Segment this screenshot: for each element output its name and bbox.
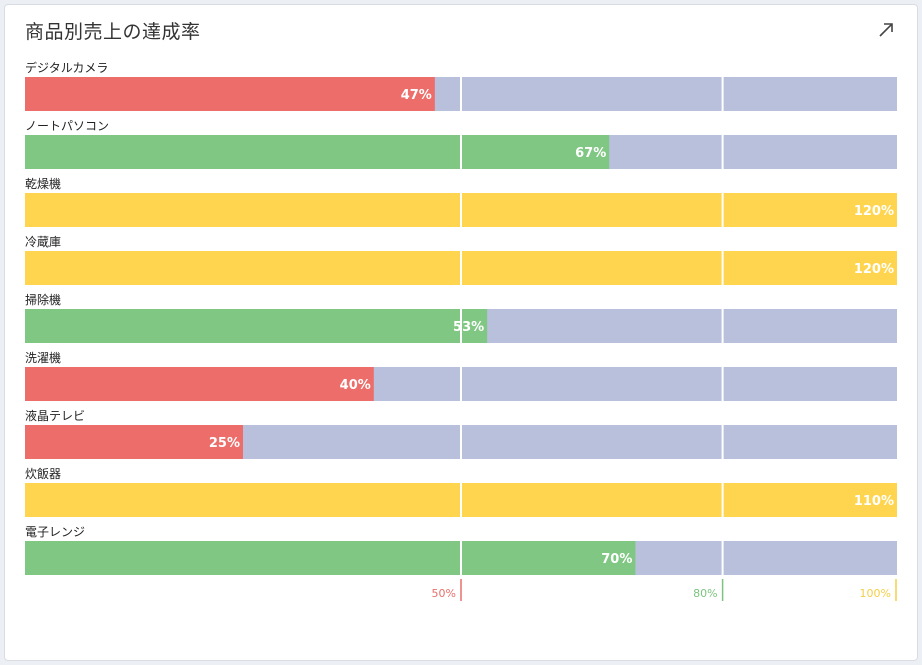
value-label: 120%: [854, 262, 894, 277]
threshold-label: 80%: [693, 587, 717, 600]
category-label: 洗濯機: [25, 350, 61, 365]
category-label: 掃除機: [25, 292, 61, 307]
value-label: 47%: [401, 88, 432, 103]
value-label: 70%: [601, 552, 632, 567]
category-label: 電子レンジ: [25, 525, 85, 539]
threshold-label: 100%: [860, 587, 891, 600]
category-label: 炊飯器: [25, 466, 61, 481]
category-label: 液晶テレビ: [25, 408, 85, 423]
value-label: 40%: [340, 378, 371, 393]
category-label: デジタルカメラ: [25, 60, 108, 75]
threshold-label: 50%: [432, 587, 456, 600]
value-label: 25%: [209, 436, 240, 451]
category-label: 冷蔵庫: [25, 235, 61, 249]
bar: [25, 425, 243, 459]
bar: [25, 77, 435, 111]
expand-arrow-icon[interactable]: [877, 21, 895, 39]
bar: [25, 367, 374, 401]
value-label: 120%: [854, 204, 894, 219]
bar: [25, 309, 488, 343]
value-label: 53%: [453, 320, 484, 335]
category-label: ノートパソコン: [25, 119, 109, 133]
value-label: 110%: [854, 494, 894, 509]
category-label: 乾燥機: [25, 176, 61, 191]
bar: [25, 135, 610, 169]
chart-title: 商品別売上の達成率: [25, 21, 201, 43]
value-label: 67%: [575, 146, 606, 161]
bar: [25, 541, 636, 575]
